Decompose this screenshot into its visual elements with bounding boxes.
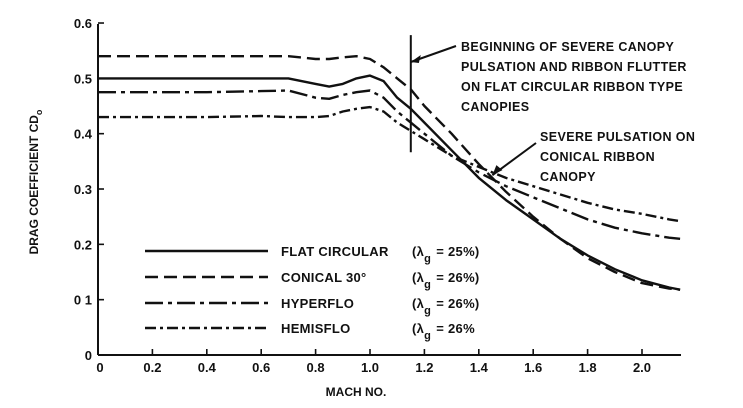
x-tick-label: 0.4 [198, 360, 217, 375]
series-line-1 [98, 55, 681, 291]
series-line-0 [98, 74, 681, 291]
axis-ticks: 0 0.2 0.4 0.6 0.8 1.0 1.2 1.4 1.6 1.8 2.0 0 0 1 0.2 0.… [74, 16, 651, 375]
pulsation-annotation-line: CANOPIES [461, 100, 530, 114]
y-tick-label: 0.5 [74, 71, 92, 86]
x-tick-label: 0.2 [143, 360, 161, 375]
legend-lambda-open: (λ [412, 321, 425, 336]
x-tick-label: 0.8 [307, 360, 325, 375]
y-tick-label: 0 1 [74, 293, 92, 308]
conical-annotation-line: CONICAL RIBBON [540, 150, 655, 164]
pulsation-annotation-line: BEGINNING OF SEVERE CANOPY [461, 40, 674, 54]
series-line-3 [98, 105, 681, 223]
legend-lambda-value: = 26%) [436, 270, 479, 285]
y-tick-label: 0.6 [74, 16, 92, 31]
conical-leader-arrowhead [492, 165, 503, 176]
y-tick-label: 0 [85, 348, 92, 363]
x-axis: MACH NO. [98, 354, 681, 399]
legend-lambda-open: (λ [412, 270, 425, 285]
x-axis-label: MACH NO. [326, 385, 387, 399]
legend-label: FLAT CIRCULAR [281, 244, 389, 259]
y-tick-label: 0.4 [74, 127, 93, 142]
legend-lambda: (λg = 26%) [412, 296, 480, 317]
legend-lambda: (λg = 26%) [412, 270, 480, 291]
legend-lambda-subscript: g [424, 253, 431, 265]
y-axis-label-subscript: o [34, 109, 44, 115]
legend-lambda-open: (λ [412, 244, 425, 259]
legend-lambda-subscript: g [424, 279, 431, 291]
legend-lambda-open: (λ [412, 296, 425, 311]
series-lines [98, 55, 681, 291]
conical-annotation-line: SEVERE PULSATION ON [540, 130, 695, 144]
legend-lambda: (λg = 26% [412, 321, 475, 342]
conical-annotation-line: CANOPY [540, 170, 596, 184]
y-axis-label: DRAG COEFFICIENT CDo [27, 109, 44, 254]
legend-label: CONICAL 30° [281, 270, 367, 285]
x-tick-label: 0.6 [252, 360, 270, 375]
pulsation-annotation-line: PULSATION AND RIBBON FLUTTER [461, 60, 687, 74]
pulsation-annotation-line: ON FLAT CIRCULAR RIBBON TYPE [461, 80, 683, 94]
x-tick-label: 1.6 [524, 360, 542, 375]
legend-label: HYPERFLO [281, 296, 354, 311]
legend-lambda-subscript: g [424, 305, 431, 317]
x-tick-label: 1.0 [361, 360, 379, 375]
legend-lambda-value: = 26% [436, 321, 475, 336]
y-tick-label: 0.3 [74, 182, 92, 197]
legend-lambda-value: = 26%) [436, 296, 479, 311]
legend-lambda: (λg = 25%) [412, 244, 480, 265]
legend-lambda-subscript: g [424, 330, 431, 342]
y-axis-label-main: DRAG COEFFICIENT CD [27, 115, 41, 255]
x-tick-label: 1.2 [415, 360, 433, 375]
x-tick-label: 1.8 [579, 360, 597, 375]
legend: FLAT CIRCULAR (λg = 25%)CONICAL 30° (λg = 26… [145, 244, 480, 342]
x-tick-label: 2.0 [633, 360, 651, 375]
pulsation-leader-arrowhead [410, 55, 421, 63]
legend-lambda-value: = 25%) [436, 244, 479, 259]
x-tick-label: 0 [96, 360, 103, 375]
y-tick-label: 0.2 [74, 237, 92, 252]
series-line-2 [98, 89, 681, 240]
legend-label: HEMISFLO [281, 321, 351, 336]
x-tick-label: 1.4 [470, 360, 489, 375]
annotations: BEGINNING OF SEVERE CANOPY PULSATION AND … [409, 35, 695, 184]
